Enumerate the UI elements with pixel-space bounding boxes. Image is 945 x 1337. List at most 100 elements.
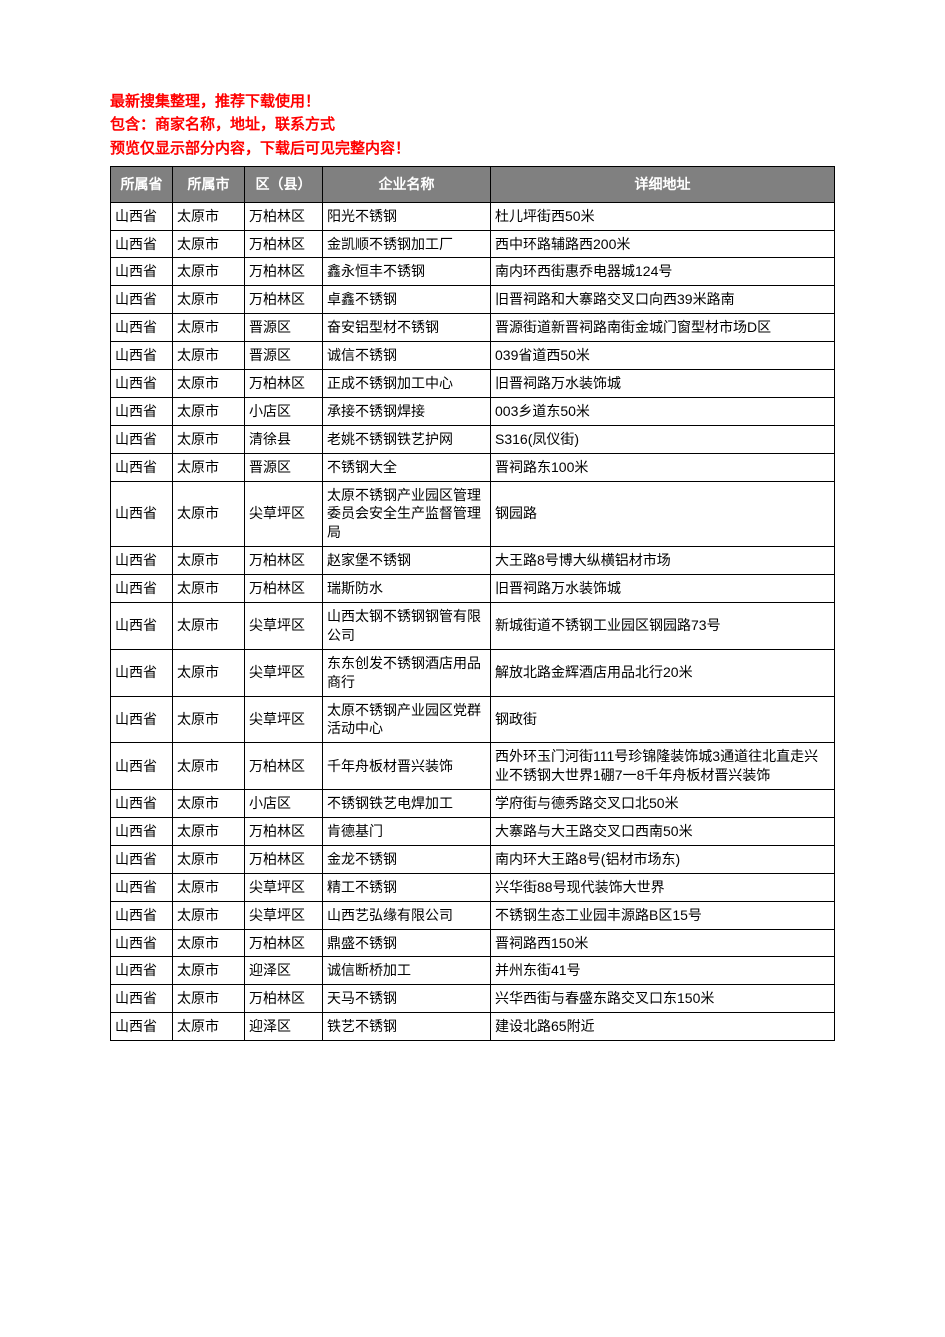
cell-city: 太原市 [173,957,245,985]
table-row: 山西省太原市万柏林区赵家堡不锈钢大王路8号博大纵横铝材市场 [111,547,835,575]
cell-address: 杜儿坪街西50米 [491,202,835,230]
cell-district: 晋源区 [245,342,323,370]
cell-province: 山西省 [111,369,173,397]
cell-district: 万柏林区 [245,929,323,957]
cell-name: 金凯顺不锈钢加工厂 [323,230,491,258]
cell-district: 万柏林区 [245,818,323,846]
cell-address: 003乡道东50米 [491,397,835,425]
cell-city: 太原市 [173,230,245,258]
table-row: 山西省太原市尖草坪区精工不锈钢兴华街88号现代装饰大世界 [111,873,835,901]
cell-address: 并州东街41号 [491,957,835,985]
cell-district: 万柏林区 [245,547,323,575]
cell-district: 迎泽区 [245,957,323,985]
cell-district: 万柏林区 [245,845,323,873]
cell-district: 尖草坪区 [245,649,323,696]
cell-city: 太原市 [173,790,245,818]
cell-address: 西外环玉门河街111号珍锦隆装饰城3通道往北直走兴业不锈钢大世界1硼7一8千年舟… [491,743,835,790]
cell-address: 兴华西街与春盛东路交叉口东150米 [491,985,835,1013]
cell-district: 小店区 [245,397,323,425]
cell-province: 山西省 [111,790,173,818]
cell-province: 山西省 [111,314,173,342]
cell-name: 赵家堡不锈钢 [323,547,491,575]
cell-name: 鼎盛不锈钢 [323,929,491,957]
cell-city: 太原市 [173,397,245,425]
table-row: 山西省太原市晋源区奋安铝型材不锈钢晋源街道新晋祠路南街金城门窗型材市场D区 [111,314,835,342]
table-row: 山西省太原市万柏林区瑞斯防水旧晋祠路万水装饰城 [111,575,835,603]
cell-name: 老姚不锈钢铁艺护网 [323,425,491,453]
promo-line-2: 包含：商家名称，地址，联系方式 [110,113,835,136]
cell-address: 晋祠路东100米 [491,453,835,481]
cell-address: S316(凤仪街) [491,425,835,453]
cell-district: 晋源区 [245,453,323,481]
table-row: 山西省太原市尖草坪区太原不锈钢产业园区管理委员会安全生产监督管理局钢园路 [111,481,835,547]
cell-address: 大寨路与大王路交叉口西南50米 [491,818,835,846]
cell-address: 旧晋祠路万水装饰城 [491,369,835,397]
cell-province: 山西省 [111,258,173,286]
table-row: 山西省太原市万柏林区天马不锈钢兴华西街与春盛东路交叉口东150米 [111,985,835,1013]
cell-name: 精工不锈钢 [323,873,491,901]
table-row: 山西省太原市万柏林区阳光不锈钢杜儿坪街西50米 [111,202,835,230]
promo-line-3: 预览仅显示部分内容，下载后可见完整内容！ [110,137,835,160]
cell-district: 万柏林区 [245,743,323,790]
cell-province: 山西省 [111,1013,173,1041]
promo-line-1: 最新搜集整理，推荐下载使用！ [110,90,835,113]
cell-province: 山西省 [111,286,173,314]
cell-city: 太原市 [173,258,245,286]
cell-name: 不锈钢铁艺电焊加工 [323,790,491,818]
cell-province: 山西省 [111,985,173,1013]
cell-address: 旧晋祠路万水装饰城 [491,575,835,603]
cell-city: 太原市 [173,649,245,696]
cell-district: 万柏林区 [245,230,323,258]
company-table: 所属省 所属市 区（县） 企业名称 详细地址 山西省太原市万柏林区阳光不锈钢杜儿… [110,166,835,1041]
cell-district: 尖草坪区 [245,696,323,743]
cell-province: 山西省 [111,342,173,370]
cell-name: 阳光不锈钢 [323,202,491,230]
cell-province: 山西省 [111,957,173,985]
table-row: 山西省太原市万柏林区鑫永恒丰不锈钢南内环西街惠乔电器城124号 [111,258,835,286]
table-row: 山西省太原市清徐县老姚不锈钢铁艺护网S316(凤仪街) [111,425,835,453]
header-address: 详细地址 [491,166,835,202]
table-row: 山西省太原市万柏林区卓鑫不锈钢旧晋祠路和大寨路交叉口向西39米路南 [111,286,835,314]
cell-province: 山西省 [111,397,173,425]
cell-address: 钢园路 [491,481,835,547]
cell-address: 晋祠路西150米 [491,929,835,957]
header-district: 区（县） [245,166,323,202]
table-row: 山西省太原市万柏林区正成不锈钢加工中心旧晋祠路万水装饰城 [111,369,835,397]
cell-city: 太原市 [173,1013,245,1041]
promo-block: 最新搜集整理，推荐下载使用！ 包含：商家名称，地址，联系方式 预览仅显示部分内容… [110,90,835,160]
cell-province: 山西省 [111,547,173,575]
cell-city: 太原市 [173,696,245,743]
table-row: 山西省太原市万柏林区千年舟板材晋兴装饰西外环玉门河街111号珍锦隆装饰城3通道往… [111,743,835,790]
cell-city: 太原市 [173,743,245,790]
cell-address: 西中环路辅路西200米 [491,230,835,258]
cell-name: 承接不锈钢焊接 [323,397,491,425]
cell-city: 太原市 [173,481,245,547]
table-row: 山西省太原市晋源区诚信不锈钢039省道西50米 [111,342,835,370]
cell-name: 肯德基门 [323,818,491,846]
cell-city: 太原市 [173,985,245,1013]
table-row: 山西省太原市小店区不锈钢铁艺电焊加工学府街与德秀路交叉口北50米 [111,790,835,818]
cell-name: 铁艺不锈钢 [323,1013,491,1041]
cell-city: 太原市 [173,342,245,370]
cell-city: 太原市 [173,818,245,846]
cell-name: 太原不锈钢产业园区党群活动中心 [323,696,491,743]
cell-district: 万柏林区 [245,286,323,314]
cell-city: 太原市 [173,603,245,650]
cell-city: 太原市 [173,453,245,481]
cell-province: 山西省 [111,845,173,873]
table-row: 山西省太原市万柏林区肯德基门大寨路与大王路交叉口西南50米 [111,818,835,846]
table-header-row: 所属省 所属市 区（县） 企业名称 详细地址 [111,166,835,202]
cell-province: 山西省 [111,481,173,547]
cell-district: 万柏林区 [245,202,323,230]
cell-address: 旧晋祠路和大寨路交叉口向西39米路南 [491,286,835,314]
cell-name: 金龙不锈钢 [323,845,491,873]
cell-address: 解放北路金辉酒店用品北行20米 [491,649,835,696]
cell-city: 太原市 [173,873,245,901]
cell-city: 太原市 [173,901,245,929]
cell-city: 太原市 [173,547,245,575]
cell-district: 清徐县 [245,425,323,453]
cell-province: 山西省 [111,649,173,696]
cell-name: 太原不锈钢产业园区管理委员会安全生产监督管理局 [323,481,491,547]
cell-province: 山西省 [111,575,173,603]
cell-city: 太原市 [173,202,245,230]
